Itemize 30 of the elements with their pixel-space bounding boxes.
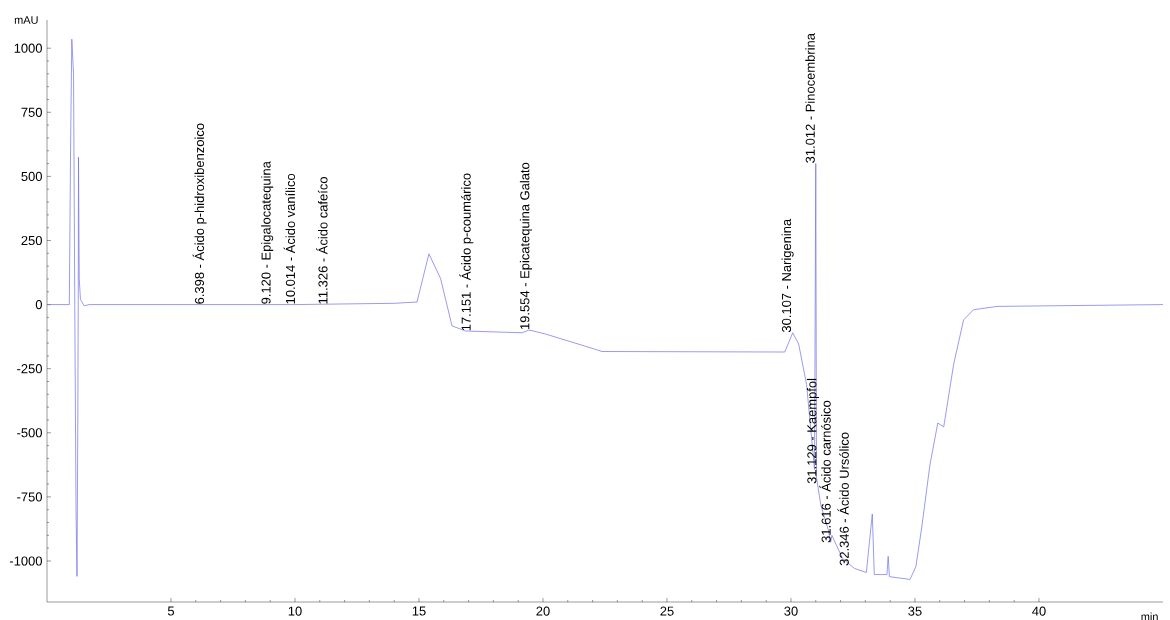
y-tick-label: -750 [17,492,42,502]
x-tick-label: 15 [412,606,426,616]
y-tick-label: -1000 [9,556,42,566]
y-tick-label: -250 [17,364,42,374]
y-tick-label: 0 [35,300,42,310]
annotation: 31.012 - Pinocembrina [805,33,815,163]
annotation: 10.014 - Ácido vanílico [283,173,296,304]
y-tick-label: 250 [21,235,42,246]
annotation: 31.616 - Ácido carnósico [819,400,831,543]
x-tick-label: 25 [660,606,674,616]
x-tick-label: 5 [167,606,175,616]
y-tick-label: 750 [21,107,42,117]
annotation: 30.107 - Narigenina [781,218,794,333]
annotation: 11.326 - Ácido cafeíco [316,177,328,304]
y-tick-label: -500 [17,428,42,438]
y-tick-label: 1000 [14,43,42,53]
x-tick-label: 35 [908,606,922,616]
x-tick-label: 30 [784,606,798,616]
annotation: 32.346 - Ácido Ursólico [837,432,849,566]
annotation: 6.398 - Ácido p-hidroxibenzoico [192,123,207,304]
x-tick-label: 10 [288,606,302,616]
x-axis-title: min [1141,612,1158,620]
annotation: 9.120 - Epigalocatequina [261,161,274,304]
annotation: 19.554 - Epicatequina Galato [519,162,532,330]
y-axis-title: mAU [14,16,38,24]
y-tick-label: 500 [21,171,42,181]
annotation: 31.129 - Kaempfol [806,378,819,484]
annotation: 17.151 - Ácido p-coumárico [459,173,474,331]
x-tick-label: 40 [1032,606,1046,616]
x-tick-label: 20 [536,606,550,616]
